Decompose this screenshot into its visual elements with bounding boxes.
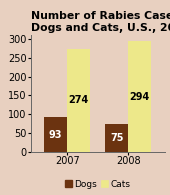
Text: 75: 75 [110,133,123,143]
Text: Number of Rabies Cases Among
Dogs and Cats, U.S., 2007–2008: Number of Rabies Cases Among Dogs and Ca… [31,11,170,33]
Bar [128,41,151,152]
Bar [44,117,67,152]
Bar [105,124,128,152]
Legend: Dogs, Cats: Dogs, Cats [64,179,132,190]
Bar [67,49,90,152]
Text: 294: 294 [130,92,150,102]
Text: 274: 274 [69,95,89,105]
Text: 93: 93 [49,129,62,140]
